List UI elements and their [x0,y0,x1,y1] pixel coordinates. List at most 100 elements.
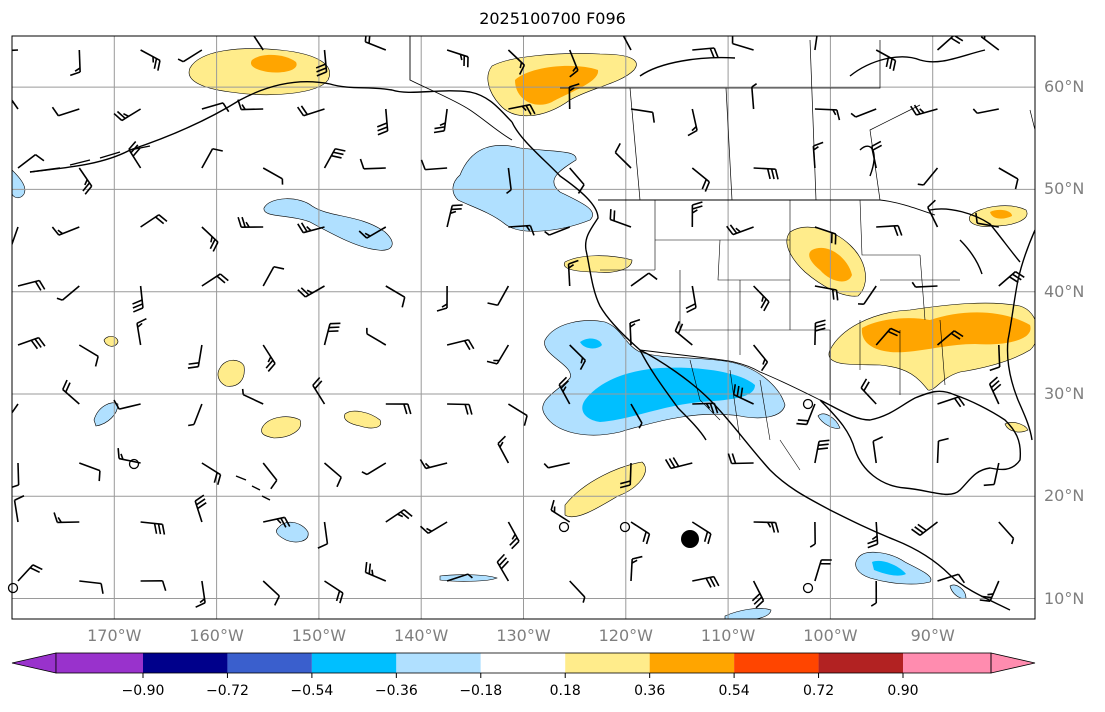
wind-barb [569,344,587,371]
anomaly-small-positive-1 [563,255,633,273]
longitude-label: 120°W [598,626,653,645]
wind-barb [876,224,903,236]
colorbar-bin [311,653,397,673]
wind-barb [691,521,712,545]
wind-barb [78,167,93,195]
wind-barb [140,521,166,535]
wind-barb [262,265,285,287]
wind-barb [188,403,203,427]
wind-barb [420,159,448,171]
coastline-west-coast [511,121,1011,611]
wind-barbs [12,36,1025,609]
anomaly-small-positive-3 [261,416,301,439]
wind-barb [79,462,101,482]
wind-barb [979,580,1000,603]
wind-barb [385,509,413,523]
anomaly-shading [12,48,1035,619]
wind-barb [614,142,632,169]
wind-barb [814,108,841,121]
longitude-label: 130°W [496,626,551,645]
wind-barb [132,285,144,313]
anomaly-small-positive-4 [344,410,382,429]
wind-barb [726,224,754,236]
calm-circle [802,582,814,594]
wind-barb [911,521,938,536]
wind-barb [814,226,837,245]
wind-barb [433,108,448,134]
calm-markers [7,398,814,594]
wind-barb [685,285,697,314]
gridlines [12,36,1035,619]
wind-barb [496,553,510,582]
wind-barb [753,285,770,312]
wind-barb [850,108,877,118]
wind-barb [732,384,754,405]
wind-barb [687,108,698,137]
longitude-label: 100°W [803,626,858,645]
wind-barb [508,103,536,116]
colorbar-tick-label: −0.18 [459,683,503,699]
wind-barb [56,285,80,301]
wind-barb [12,403,19,415]
anomaly-central-pacific-negative [263,198,393,251]
colorbar-tick-label: 0.72 [802,683,835,699]
wind-barb [691,167,711,192]
wind-barb [937,573,966,584]
wind-barb [359,158,386,170]
coastline-baja [639,349,707,441]
wind-barb [113,108,142,122]
wind-barb [497,435,510,464]
wind-barb [753,167,779,180]
wind-barb [263,516,291,528]
wind-barb [315,49,328,77]
wind-barb [814,36,818,51]
hawaii-islands [235,475,271,501]
wind-barb [78,344,99,367]
wind-barb [508,224,535,236]
wind-barb [983,462,1000,487]
wind-barb [568,83,580,110]
wind-barb [550,499,571,523]
wind-barb [128,140,142,169]
wind-barb [323,462,342,488]
wind-barb [989,344,1001,372]
longitude-label: 140°W [394,626,449,645]
wind-barb [506,167,512,195]
calm-circle [558,521,570,533]
wind-barb [975,212,999,228]
wind-barb [812,141,824,169]
wind-barb [629,318,641,346]
wind-barb [366,327,387,346]
wind-barb [17,279,46,291]
wind-barb [917,167,939,186]
anomaly-bc-core [515,65,599,105]
wind-barb [727,453,754,465]
wind-barb [317,521,329,549]
wind-barb [62,379,80,405]
wind-barb [446,573,473,582]
wind-barb [753,521,780,533]
longitude-label: 150°W [291,626,347,645]
wind-barb [857,285,877,305]
wind-barb [446,49,469,68]
wind-barb [237,216,264,228]
coastline-alaska [29,81,513,173]
latitude-label: 10°N [1044,588,1085,608]
wind-barb [870,140,883,169]
colorbar-bin [649,653,735,673]
wind-barb [860,378,877,405]
wind-barb [543,462,570,469]
wind-barb [140,49,161,71]
wind-barb [988,376,1002,405]
colorbar-tick-label: −0.36 [374,683,418,699]
wind-barb [12,49,19,52]
wind-barb [201,147,223,169]
wind-barb [241,388,264,405]
wind-barb [17,336,46,350]
figure-title: 2025100700 F096 [479,9,626,28]
wind-barb [51,106,80,117]
wind-barb [558,376,571,405]
wind-barb [12,226,19,247]
border-us-mexico [639,349,821,401]
wind-barb [324,580,344,604]
